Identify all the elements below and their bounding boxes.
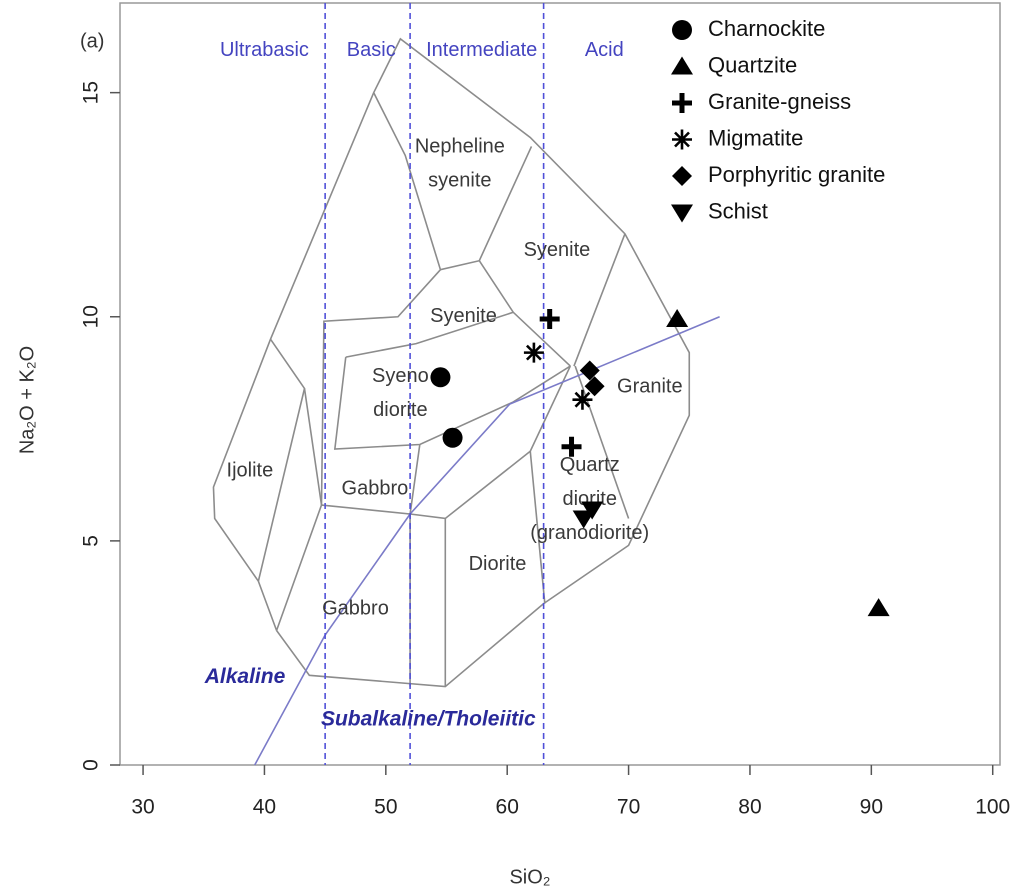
field-label: Diorite bbox=[469, 553, 527, 575]
legend-label: Schist bbox=[708, 198, 768, 223]
field-boundary bbox=[212, 37, 691, 688]
field-label: diorite bbox=[562, 488, 616, 510]
point bbox=[523, 342, 544, 363]
point bbox=[442, 427, 463, 448]
legend-label: Porphyritic granite bbox=[708, 162, 885, 187]
field-label: Gabbro bbox=[342, 478, 409, 500]
x-tick-label: 60 bbox=[496, 796, 519, 819]
field-boundary bbox=[409, 365, 572, 520]
y-tick-label: 0 bbox=[80, 759, 103, 771]
legend-label: Granite-gneiss bbox=[708, 89, 851, 114]
legend-marker bbox=[672, 93, 692, 113]
point bbox=[539, 309, 560, 330]
x-tick-label: 100 bbox=[975, 796, 1010, 819]
field-label: Syenite bbox=[430, 305, 497, 327]
legend-label: Quartzite bbox=[708, 52, 797, 77]
x-axis-title: SiO₂ bbox=[509, 866, 550, 888]
field-label: Granite bbox=[617, 375, 683, 397]
legend-marker bbox=[672, 166, 692, 186]
plot-frame bbox=[119, 2, 1001, 766]
legend-label: Migmatite bbox=[708, 125, 803, 150]
point bbox=[584, 376, 605, 397]
point bbox=[666, 309, 689, 328]
legend-marker bbox=[672, 129, 692, 150]
panel-label: (a) bbox=[80, 30, 104, 52]
field-label: Syenite bbox=[524, 239, 591, 261]
class-label: Ultrabasic bbox=[220, 39, 309, 61]
x-tick-label: 80 bbox=[738, 796, 761, 819]
x-tick-label: 50 bbox=[374, 796, 397, 819]
x-tick-label: 40 bbox=[253, 796, 276, 819]
point bbox=[581, 501, 604, 520]
field-label: syenite bbox=[428, 170, 491, 192]
field-label: Nepheline bbox=[415, 136, 505, 158]
legend-label: Charnockite bbox=[708, 16, 825, 41]
field-label: Ijolite bbox=[227, 460, 274, 482]
y-axis-title: Na₂O + K₂O bbox=[16, 346, 38, 454]
class-label: Intermediate bbox=[426, 39, 537, 61]
field-boundary bbox=[529, 451, 546, 604]
y-tick-label: 15 bbox=[80, 81, 103, 104]
legend-marker bbox=[672, 20, 692, 40]
x-tick-label: 30 bbox=[131, 796, 154, 819]
y-tick-label: 5 bbox=[80, 535, 103, 547]
field-boundary bbox=[573, 233, 626, 367]
field-boundary bbox=[257, 338, 306, 582]
series-label: Alkaline bbox=[204, 665, 286, 688]
point bbox=[867, 598, 890, 617]
field-label: Quartz bbox=[560, 454, 620, 476]
field-boundary bbox=[345, 311, 514, 358]
x-tick-label: 90 bbox=[860, 796, 883, 819]
field-label: diorite bbox=[373, 399, 427, 421]
field-boundary bbox=[275, 388, 323, 631]
field-label: Syeno bbox=[372, 365, 429, 387]
field-label: (granodiorite) bbox=[530, 522, 649, 544]
point bbox=[430, 367, 451, 388]
point bbox=[561, 436, 582, 457]
field-boundary bbox=[574, 365, 630, 519]
class-label: Basic bbox=[347, 39, 396, 61]
field-label: Gabbro bbox=[322, 598, 389, 620]
field-boundary bbox=[478, 260, 571, 367]
series-label: Subalkaline/Tholeiitic bbox=[321, 708, 536, 731]
point bbox=[572, 389, 593, 410]
legend-marker bbox=[671, 204, 693, 223]
point bbox=[572, 510, 595, 529]
x-tick-label: 70 bbox=[617, 796, 640, 819]
class-label: Acid bbox=[585, 39, 624, 61]
point bbox=[579, 360, 600, 381]
field-boundary bbox=[320, 269, 442, 506]
legend-marker bbox=[671, 56, 693, 75]
y-tick-label: 10 bbox=[80, 305, 103, 328]
